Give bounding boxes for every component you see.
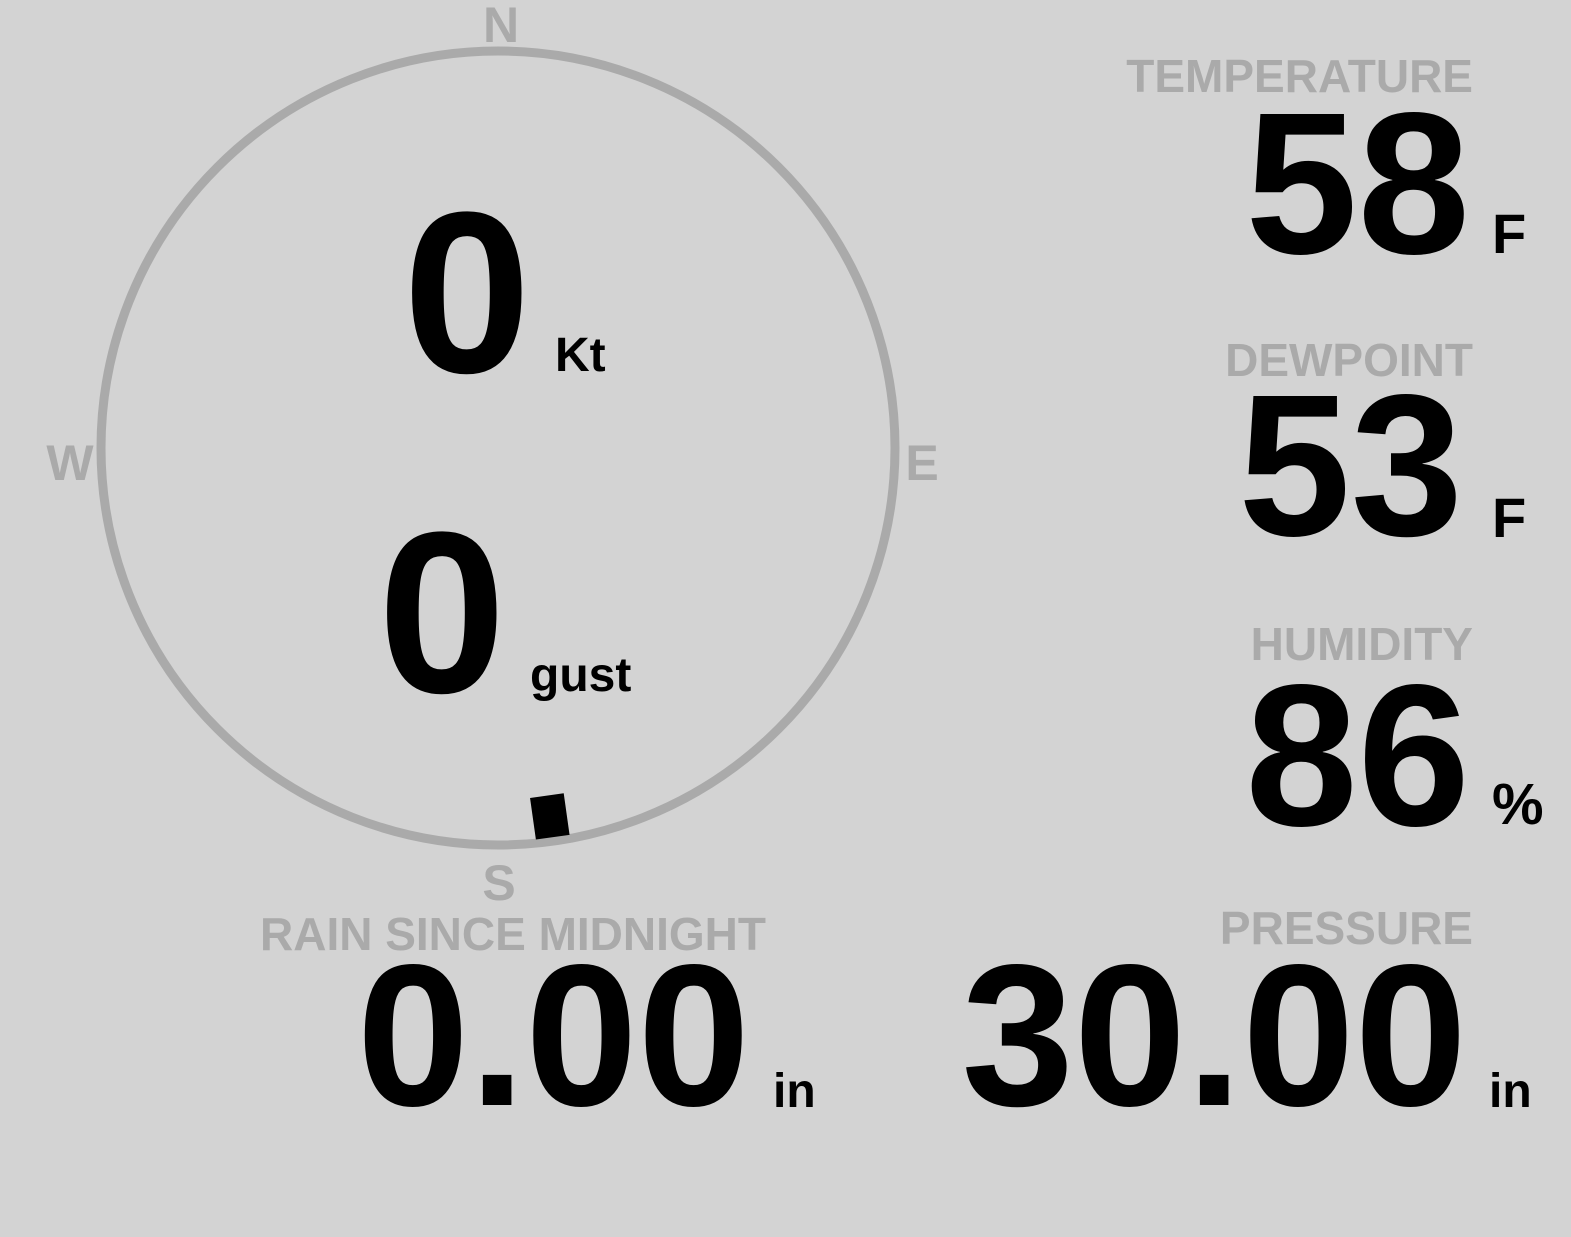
dewpoint-unit: F <box>1492 486 1527 549</box>
compass-west: W <box>46 435 94 491</box>
rain-value: 0.00 <box>356 922 750 1148</box>
dewpoint-label: DEWPOINT <box>1225 334 1473 386</box>
humidity-value: 86 <box>1245 642 1470 868</box>
wind-speed-unit: Kt <box>555 329 606 382</box>
pressure-unit: in <box>1489 1065 1532 1118</box>
temperature-value: 58 <box>1245 70 1470 296</box>
compass-east: E <box>905 435 939 491</box>
humidity-label: HUMIDITY <box>1250 618 1473 670</box>
compass-north: N <box>482 0 520 53</box>
wind-gust-unit: gust <box>530 649 632 702</box>
wind-direction-marker <box>530 793 570 840</box>
dewpoint-value: 53 <box>1238 352 1463 578</box>
compass-ring <box>96 46 900 850</box>
pressure-label: PRESSURE <box>1219 902 1473 954</box>
humidity-unit: % <box>1492 772 1544 837</box>
compass-south: S <box>482 855 516 911</box>
wind-speed-value: 0 <box>403 164 531 421</box>
wind-gust-value: 0 <box>378 484 506 741</box>
temperature-unit: F <box>1492 202 1527 265</box>
temperature-label: TEMPERATURE <box>1126 50 1473 102</box>
rain-label: RAIN SINCE MIDNIGHT <box>260 908 766 960</box>
pressure-value: 30.00 <box>961 922 1468 1148</box>
rain-unit: in <box>773 1065 816 1118</box>
